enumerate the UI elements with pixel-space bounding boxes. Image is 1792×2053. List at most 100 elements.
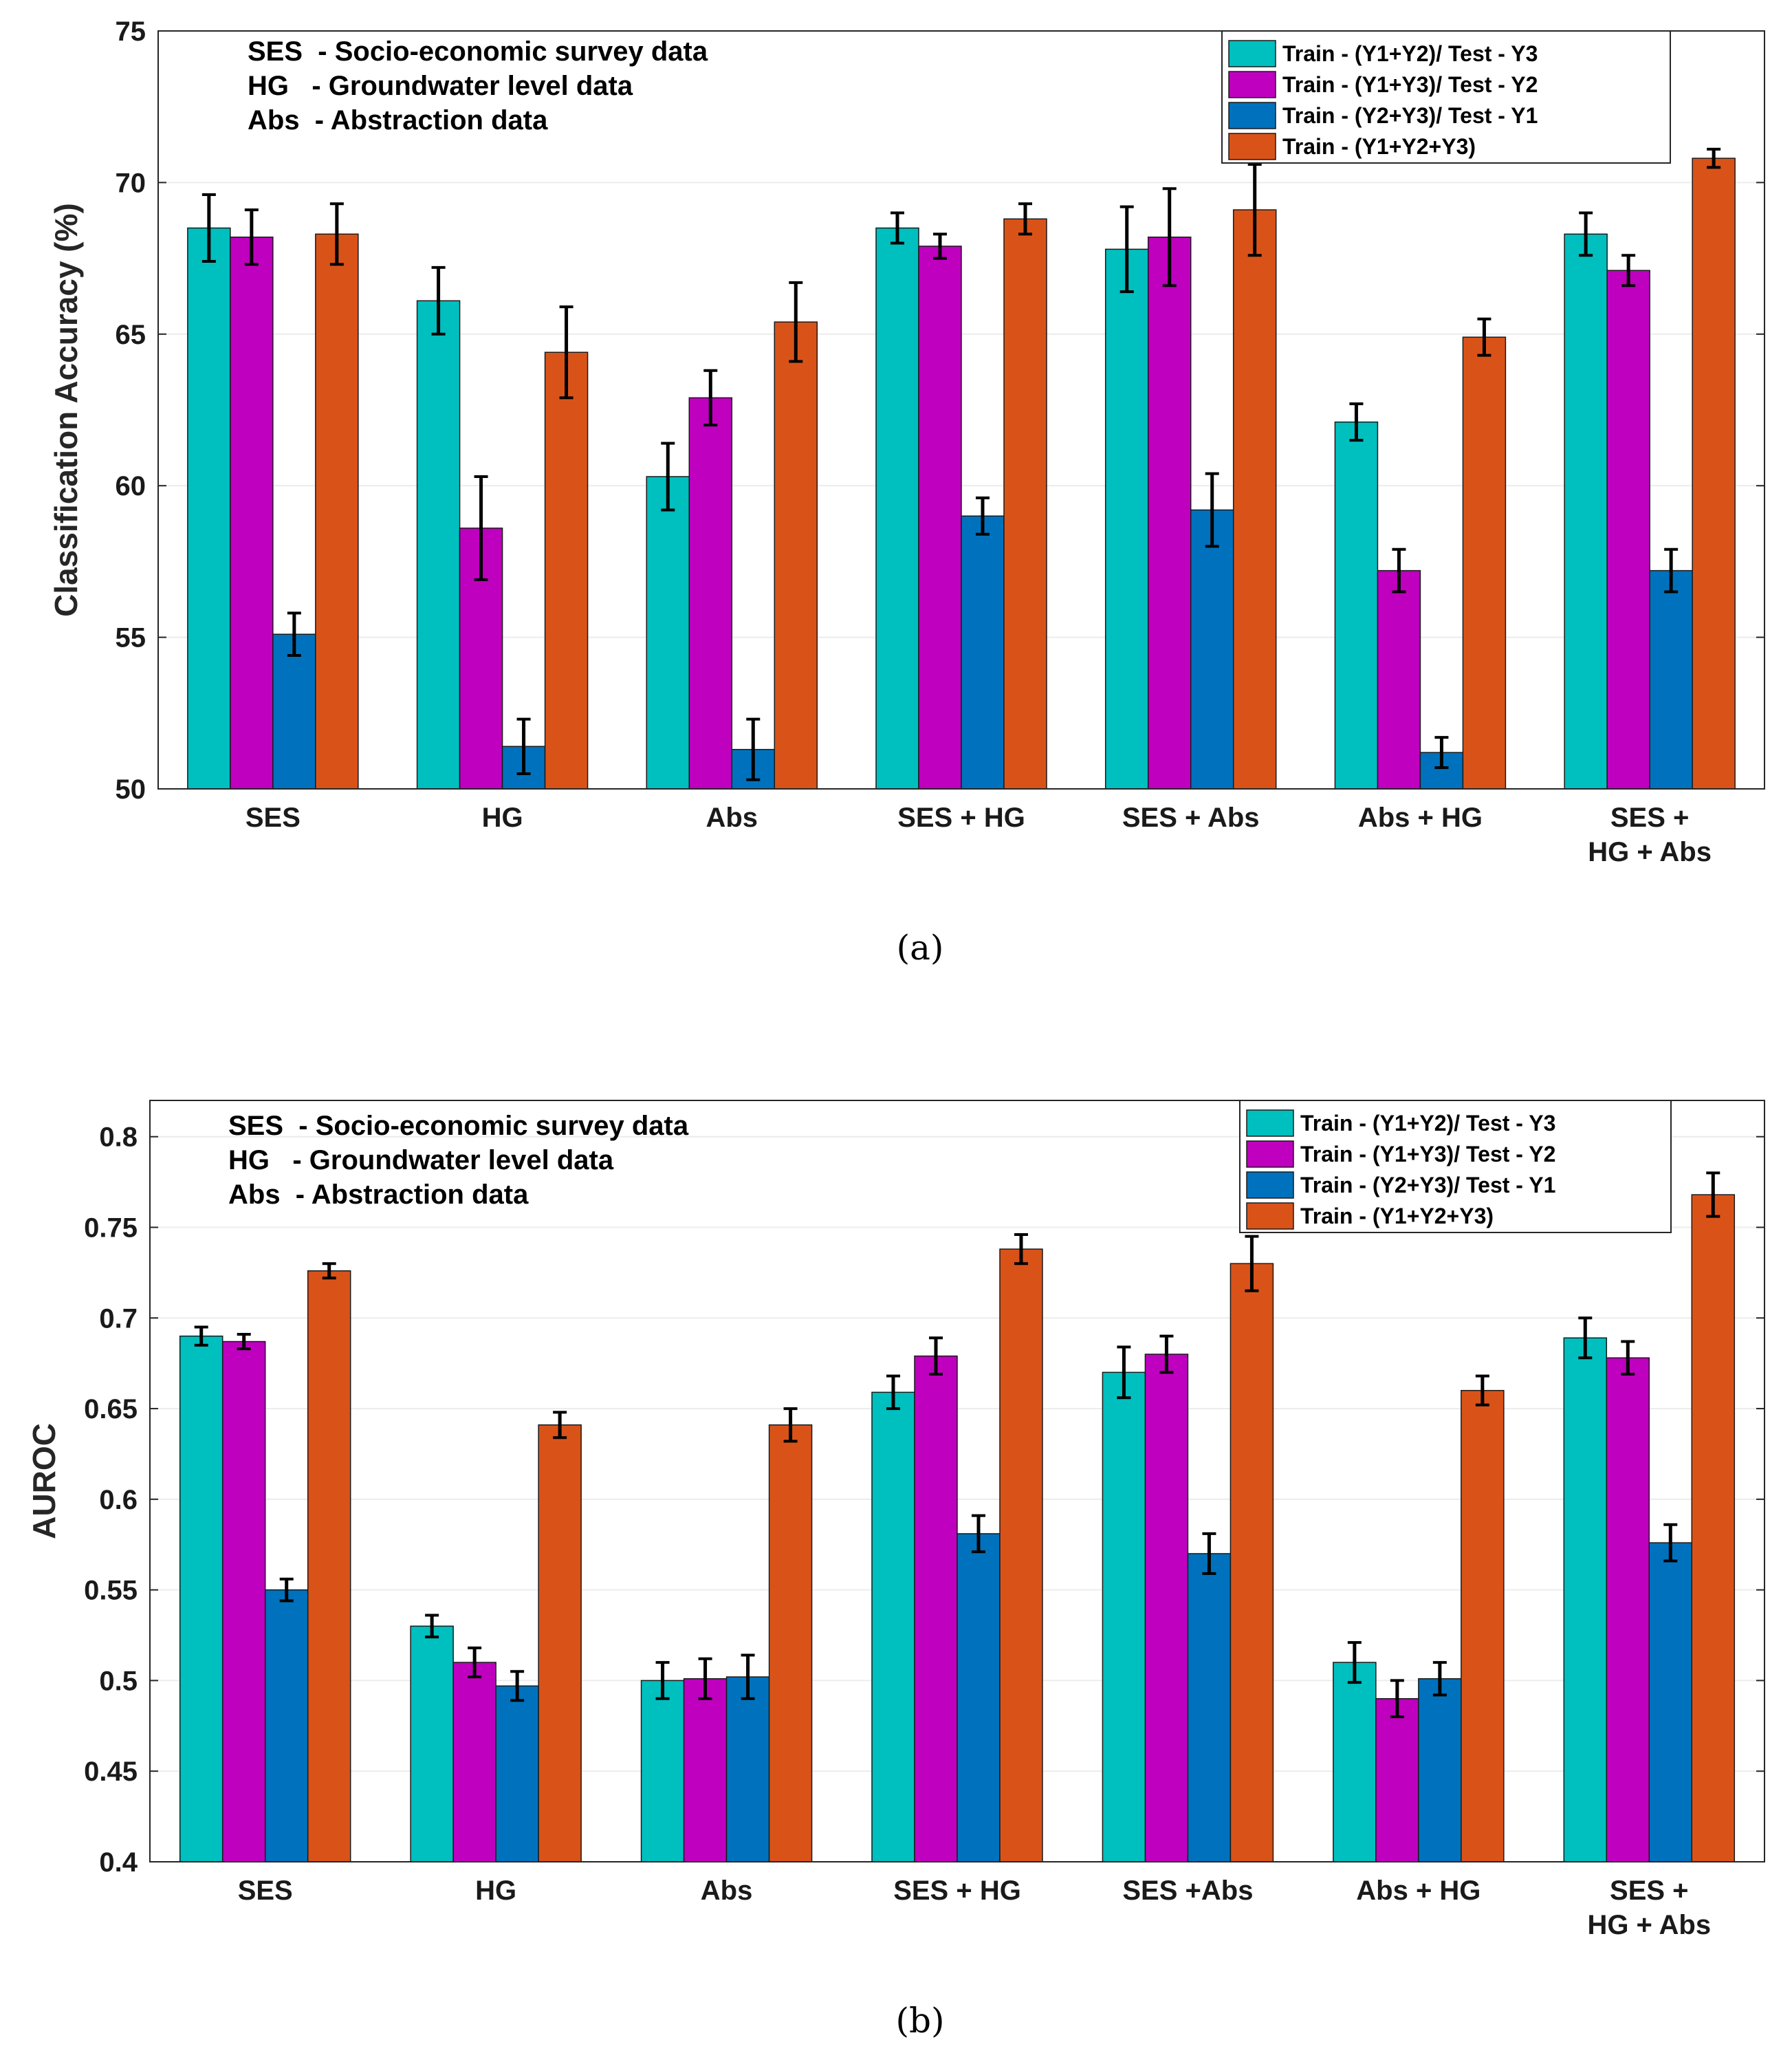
x-tick-label: SES	[238, 1876, 293, 1906]
legend-label: Train - (Y1+Y2)/ Test - Y3	[1300, 1111, 1555, 1136]
bar	[416, 300, 461, 790]
y-tick-label: 0.65	[84, 1394, 138, 1424]
bar	[272, 633, 316, 790]
bar	[918, 246, 962, 790]
axes-box	[149, 1100, 1765, 1862]
annotation-text: HG - Groundwater level data	[248, 71, 633, 101]
bar	[1648, 1542, 1693, 1862]
bar	[1375, 1698, 1419, 1862]
chart-0: 50 55 60 65 70 75 SES HG Abs SES + HG SES + Abs Abs…	[48, 17, 1765, 968]
bar	[1144, 1354, 1189, 1862]
x-tick-label: SES	[245, 803, 301, 833]
y-tick-label: 65	[116, 320, 146, 350]
x-tick-label: Abs	[701, 1876, 753, 1906]
bar	[1691, 1194, 1736, 1862]
y-tick-label: 0.55	[84, 1576, 138, 1606]
figure-caption: (a)	[897, 928, 944, 968]
x-tick-label-line: HG	[475, 1876, 516, 1906]
x-tick-label: Abs	[706, 803, 758, 833]
figure-caption: (b)	[895, 2001, 944, 2041]
x-tick-label: HG	[475, 1876, 516, 1906]
y-tick-label: 75	[116, 17, 146, 47]
chart-1: 0.4 0.45 0.5 0.55 0.6 0.65 0.7 0.75 0.8 SES HG Abs S…	[26, 1100, 1765, 2041]
x-tick-label-line: HG	[482, 803, 523, 833]
bar	[999, 1248, 1043, 1862]
x-tick-label-line: Abs + HG	[1358, 803, 1483, 833]
bar	[640, 1680, 685, 1862]
legend-label: Train - (Y2+Y3)/ Test - Y1	[1300, 1173, 1555, 1197]
x-tick-label-line: SES + HG	[893, 1876, 1021, 1906]
annotation-text: SES - Socio-economic survey data	[228, 1111, 689, 1141]
x-tick-label-line: SES	[245, 803, 301, 833]
annotation-text: Abs - Abstraction data	[248, 105, 548, 135]
y-tick-label: 0.75	[84, 1213, 138, 1243]
bar	[544, 351, 589, 790]
annotation-text: Abs - Abstraction data	[228, 1180, 529, 1210]
bar	[1232, 209, 1277, 790]
bar	[495, 1685, 539, 1862]
bar	[452, 1662, 496, 1862]
bar	[688, 397, 733, 790]
x-tick-label-line: SES + HG	[897, 803, 1025, 833]
y-tick-label: 0.6	[99, 1485, 138, 1515]
legend-swatch	[1228, 71, 1276, 98]
legend-swatch	[1228, 133, 1276, 160]
y-tick-label: 0.7	[99, 1303, 138, 1334]
bar	[1564, 233, 1608, 790]
x-tick-label: HG	[482, 803, 523, 833]
bar	[871, 1391, 915, 1862]
bar	[187, 227, 231, 790]
y-tick-label: 0.45	[84, 1757, 138, 1787]
x-tick-label: Abs + HG	[1356, 1876, 1480, 1906]
bar	[957, 1533, 1001, 1862]
bar	[410, 1625, 454, 1862]
bar	[725, 1676, 770, 1862]
bar	[1692, 157, 1736, 790]
bar	[1563, 1337, 1608, 1862]
bar	[538, 1424, 582, 1862]
annotation-text: HG - Groundwater level data	[228, 1145, 614, 1175]
legend: Train - (Y1+Y2)/ Test - Y3 Train - (Y1+Y3…	[1221, 30, 1671, 164]
bar	[1606, 270, 1650, 790]
bar	[1462, 336, 1507, 790]
legend-swatch	[1246, 1109, 1294, 1137]
y-tick-label: 0.5	[99, 1666, 138, 1696]
x-tick-label-line: SES	[238, 1876, 293, 1906]
x-tick-label-line: Abs + HG	[1356, 1876, 1480, 1906]
x-tick-label: SES + HG	[893, 1876, 1021, 1906]
bar	[1102, 1371, 1146, 1862]
legend-label: Train - (Y1+Y3)/ Test - Y2	[1282, 72, 1538, 97]
legend-swatch	[1228, 102, 1276, 129]
bar	[1606, 1357, 1650, 1862]
bar	[875, 227, 919, 790]
bar	[1187, 1553, 1232, 1862]
legend-label: Train - (Y1+Y2)/ Test - Y3	[1282, 41, 1538, 66]
x-tick-label: SES + HG	[897, 803, 1025, 833]
bar	[683, 1678, 728, 1862]
axes-box	[157, 30, 1765, 790]
bar	[1190, 509, 1234, 790]
y-axis-label: Classification Accuracy (%)	[48, 203, 84, 617]
bar	[264, 1589, 309, 1862]
legend-label: Train - (Y2+Y3)/ Test - Y1	[1282, 103, 1538, 128]
x-tick-label-line: SES +	[1610, 803, 1690, 833]
bar	[221, 1340, 266, 1862]
x-tick-label: Abs + HG	[1358, 803, 1483, 833]
legend-box	[1221, 30, 1671, 164]
bar	[646, 476, 690, 790]
x-tick-label: SES + HG + Abs	[1587, 1876, 1711, 1940]
x-tick-label-line: Abs	[701, 1876, 753, 1906]
legend-label: Train - (Y1+Y2+Y3)	[1300, 1204, 1494, 1228]
bar	[1334, 421, 1379, 790]
bar	[1377, 569, 1421, 790]
x-tick-label-line: SES +	[1610, 1876, 1689, 1906]
x-tick-label: SES + HG + Abs	[1588, 803, 1712, 867]
bar	[774, 321, 818, 790]
bar	[1003, 218, 1047, 790]
bar	[1461, 1389, 1505, 1862]
x-tick-label-line: Abs	[706, 803, 758, 833]
legend-swatch	[1228, 40, 1276, 67]
y-tick-label: 0.8	[99, 1122, 138, 1153]
x-tick-label-line: HG + Abs	[1587, 1910, 1711, 1940]
legend-box	[1239, 1100, 1672, 1233]
